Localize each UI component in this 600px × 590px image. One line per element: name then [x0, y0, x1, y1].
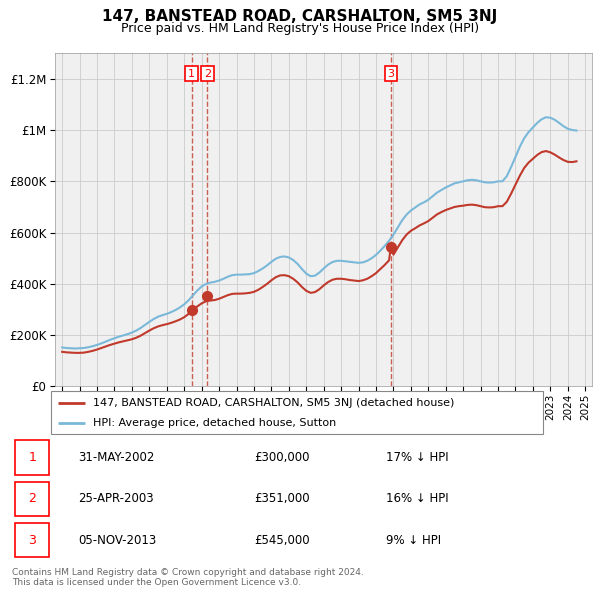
Text: 1: 1 — [188, 68, 195, 78]
Text: 17% ↓ HPI: 17% ↓ HPI — [386, 451, 449, 464]
Bar — [15, 440, 49, 475]
Text: 9% ↓ HPI: 9% ↓ HPI — [386, 533, 442, 547]
Text: £351,000: £351,000 — [254, 492, 310, 506]
Bar — [15, 481, 49, 516]
Text: 2: 2 — [28, 492, 36, 506]
Text: 1: 1 — [28, 451, 36, 464]
Text: 25-APR-2003: 25-APR-2003 — [78, 492, 154, 506]
Text: 3: 3 — [28, 533, 36, 547]
Text: Price paid vs. HM Land Registry's House Price Index (HPI): Price paid vs. HM Land Registry's House … — [121, 22, 479, 35]
Text: 2: 2 — [203, 68, 211, 78]
Text: Contains HM Land Registry data © Crown copyright and database right 2024.
This d: Contains HM Land Registry data © Crown c… — [12, 568, 364, 587]
Text: 16% ↓ HPI: 16% ↓ HPI — [386, 492, 449, 506]
Text: 3: 3 — [388, 68, 394, 78]
Bar — [15, 523, 49, 558]
Text: 147, BANSTEAD ROAD, CARSHALTON, SM5 3NJ (detached house): 147, BANSTEAD ROAD, CARSHALTON, SM5 3NJ … — [93, 398, 454, 408]
Text: £545,000: £545,000 — [254, 533, 310, 547]
Text: 31-MAY-2002: 31-MAY-2002 — [78, 451, 155, 464]
Text: 147, BANSTEAD ROAD, CARSHALTON, SM5 3NJ: 147, BANSTEAD ROAD, CARSHALTON, SM5 3NJ — [103, 9, 497, 24]
Text: HPI: Average price, detached house, Sutton: HPI: Average price, detached house, Sutt… — [93, 418, 336, 428]
Text: 05-NOV-2013: 05-NOV-2013 — [78, 533, 157, 547]
Text: £300,000: £300,000 — [254, 451, 310, 464]
